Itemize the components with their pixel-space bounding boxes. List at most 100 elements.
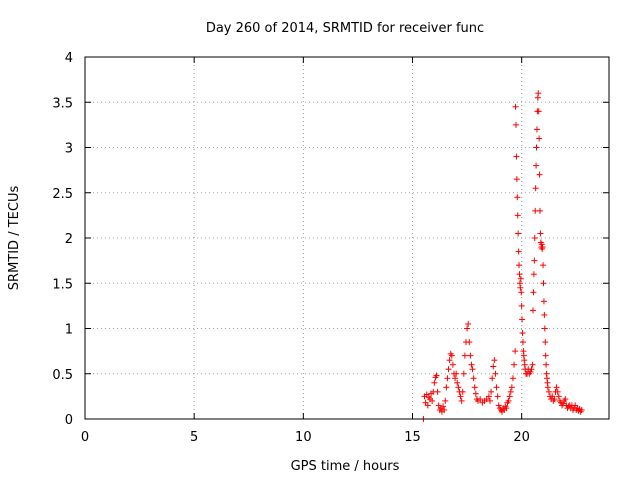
data-point <box>560 400 567 407</box>
y-tick-label: 1 <box>65 323 73 338</box>
y-tick-label: 2.5 <box>52 187 73 202</box>
y-axis-title: SRMTID / TECUs <box>7 186 22 291</box>
data-point <box>448 352 455 359</box>
data-point <box>468 361 475 368</box>
data-point <box>461 352 468 359</box>
data-point <box>511 361 518 368</box>
data-point <box>537 230 544 237</box>
data-point <box>512 103 519 110</box>
data-point <box>528 366 535 373</box>
data-point <box>494 393 501 400</box>
data-point <box>441 406 448 413</box>
data-point <box>518 302 525 309</box>
data-point <box>537 207 544 214</box>
x-axis-title: GPS time / hours <box>291 459 400 474</box>
data-point <box>453 370 460 377</box>
data-point <box>465 320 472 327</box>
data-point <box>460 370 467 377</box>
data-point <box>519 339 526 346</box>
y-tick-label: 2 <box>65 232 73 247</box>
data-point <box>467 352 474 359</box>
data-point <box>485 393 492 400</box>
data-point <box>518 289 525 296</box>
data-point <box>551 396 558 403</box>
axes: 0 0.5 1 1.5 2 2.5 3 3.5 4 0 5 10 15 20 <box>52 51 609 445</box>
data-point <box>472 390 479 397</box>
data-point <box>530 271 537 278</box>
data-point <box>464 325 471 332</box>
y-tick-label: 1.5 <box>52 277 73 292</box>
data-point <box>493 384 500 391</box>
data-point <box>469 366 476 373</box>
data-point <box>539 244 546 251</box>
data-point <box>457 393 464 400</box>
data-point <box>449 361 456 368</box>
data-point <box>535 90 542 97</box>
data-point <box>540 262 547 269</box>
data-point <box>506 393 513 400</box>
data-point <box>533 126 540 133</box>
data-point <box>512 121 519 128</box>
data-point <box>489 375 496 382</box>
x-tick-label: 20 <box>513 430 530 445</box>
data-point <box>544 384 551 391</box>
data-point <box>541 311 548 318</box>
data-point <box>488 388 495 395</box>
data-point <box>495 402 502 409</box>
data-point <box>513 153 520 160</box>
chart-title: Day 260 of 2014, SRMTID for receiver fun… <box>206 21 484 36</box>
data-point <box>536 171 543 178</box>
data-point <box>516 271 523 278</box>
data-point <box>516 262 523 269</box>
data-point <box>515 248 522 255</box>
data-point <box>519 316 526 323</box>
plot-area-frame <box>84 56 610 420</box>
data-point <box>514 212 521 219</box>
data-point <box>533 162 540 169</box>
data-point <box>515 230 522 237</box>
data-point <box>477 396 484 403</box>
data-point <box>444 375 451 382</box>
data-point <box>491 357 498 364</box>
x-tick-label: 10 <box>295 430 312 445</box>
data-point <box>509 375 516 382</box>
data-point <box>532 185 539 192</box>
data-point <box>541 325 548 332</box>
data-point <box>429 397 436 404</box>
data-point <box>433 372 440 379</box>
data-point <box>434 388 441 395</box>
data-point <box>442 397 449 404</box>
data-point <box>443 384 450 391</box>
y-tick-label: 0.5 <box>52 368 73 383</box>
data-point <box>424 402 431 409</box>
data-point <box>513 176 520 183</box>
data-point <box>487 397 494 404</box>
data-point <box>507 388 514 395</box>
data-point <box>452 375 459 382</box>
y-tick-label: 0 <box>65 413 73 428</box>
data-point <box>529 361 536 368</box>
data-point <box>519 330 526 337</box>
data-point <box>531 257 538 264</box>
data-point <box>533 144 540 151</box>
x-tick-label: 0 <box>81 430 89 445</box>
data-point <box>530 289 537 296</box>
data-point <box>466 339 473 346</box>
data-point <box>445 366 452 373</box>
data-point <box>542 352 549 359</box>
y-tick-label: 3 <box>65 142 73 157</box>
data-points <box>420 90 585 422</box>
data-point <box>508 384 515 391</box>
x-tick-label: 5 <box>190 430 198 445</box>
data-point <box>512 348 519 355</box>
data-point <box>527 368 534 375</box>
data-point <box>459 388 466 395</box>
data-point <box>562 396 569 403</box>
data-point <box>517 284 524 291</box>
data-point <box>454 379 461 386</box>
data-point <box>517 275 524 282</box>
data-point <box>540 280 547 287</box>
data-point <box>514 194 521 201</box>
data-point <box>555 393 562 400</box>
